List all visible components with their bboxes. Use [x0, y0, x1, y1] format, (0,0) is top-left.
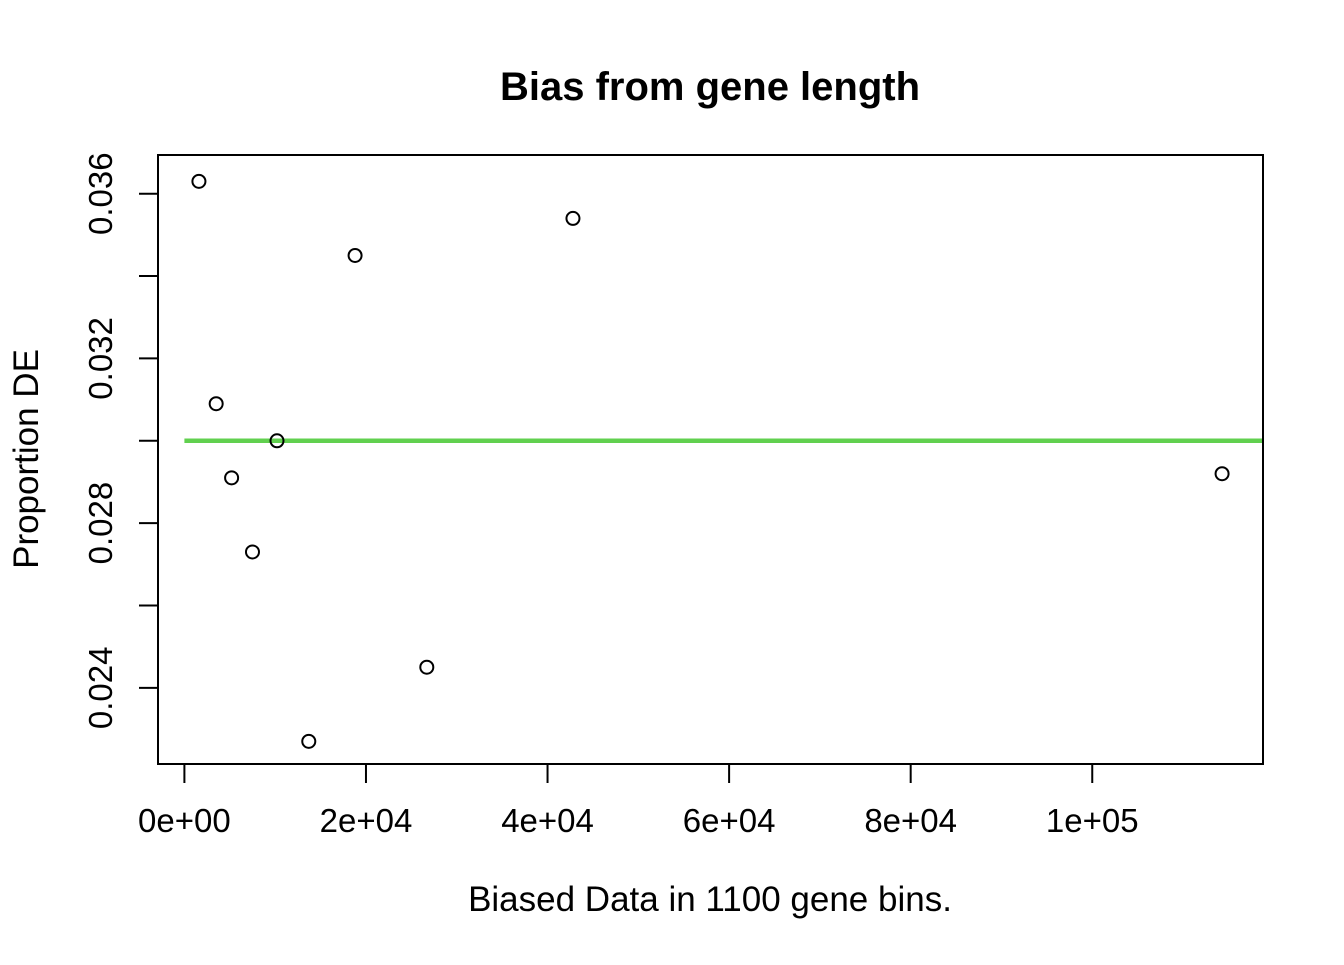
plot-title: Bias from gene length: [500, 65, 920, 109]
y-axis: 0.024 0.028 0.032 0.036: [82, 152, 158, 729]
y-tick-label: 0.024: [82, 647, 119, 730]
y-axis-label: Proportion DE: [7, 349, 46, 569]
data-point: [224, 470, 240, 486]
data-point: [269, 433, 285, 449]
y-tick-label: 0.032: [82, 317, 119, 400]
data-point: [347, 247, 363, 263]
x-axis: 0e+00 2e+04 4e+04 6e+04 8e+04 1e+05: [138, 764, 1139, 839]
x-tick-label: 2e+04: [320, 802, 413, 839]
data-point: [208, 396, 224, 412]
data-point: [191, 173, 207, 189]
x-tick-label: 4e+04: [501, 802, 594, 839]
data-point: [565, 210, 581, 226]
data-point: [244, 544, 260, 560]
x-tick-label: 0e+00: [138, 802, 231, 839]
plot-box: [157, 154, 1264, 765]
x-tick-label: 1e+05: [1046, 802, 1139, 839]
data-point: [301, 733, 317, 749]
x-tick-label: 8e+04: [864, 802, 957, 839]
y-tick-label: 0.028: [82, 482, 119, 565]
y-tick-label: 0.036: [82, 152, 119, 235]
x-axis-label: Biased Data in 1100 gene bins.: [468, 880, 952, 919]
data-point: [1214, 466, 1230, 482]
x-tick-label: 6e+04: [683, 802, 776, 839]
data-points-layer: [191, 173, 1230, 749]
data-point: [419, 659, 435, 675]
